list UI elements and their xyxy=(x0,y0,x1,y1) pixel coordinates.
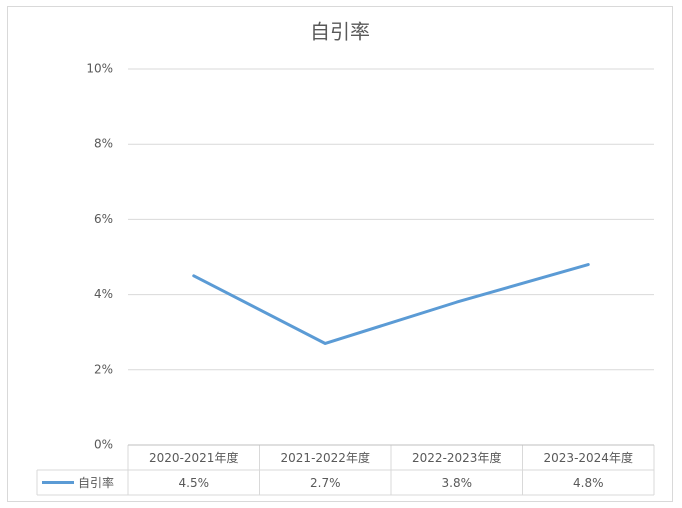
table-value: 3.8% xyxy=(442,476,473,490)
legend-label: 自引率 xyxy=(78,475,114,490)
y-tick-label: 6% xyxy=(94,212,113,226)
y-tick-label: 0% xyxy=(94,438,113,452)
y-tick-label: 2% xyxy=(94,362,113,376)
y-tick-label: 8% xyxy=(94,137,113,151)
y-tick-label: 10% xyxy=(86,62,113,76)
x-tick-label: 2022-2023年度 xyxy=(412,450,501,465)
table-value: 4.5% xyxy=(179,476,210,490)
x-tick-label: 2021-2022年度 xyxy=(281,450,370,465)
chart-title: 自引率 xyxy=(310,20,370,44)
chart-border xyxy=(7,6,673,502)
x-tick-label: 2020-2021年度 xyxy=(149,450,238,465)
table-value: 2.7% xyxy=(310,476,341,490)
line-series xyxy=(192,263,590,345)
table-value: 4.8% xyxy=(573,476,604,490)
x-tick-label: 2023-2024年度 xyxy=(544,450,633,465)
y-tick-label: 4% xyxy=(94,287,113,301)
